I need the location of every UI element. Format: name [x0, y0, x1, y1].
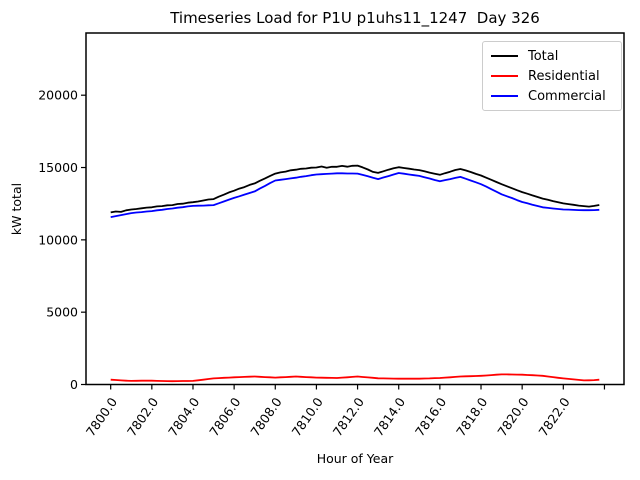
x-tick-label: 7806.0 — [206, 395, 243, 439]
y-tick-label: 0 — [70, 377, 78, 392]
series-line-commercial — [110, 172, 600, 218]
y-tick-label: 20000 — [38, 88, 78, 103]
legend-label: Residential — [528, 68, 600, 84]
x-tick-label: 7810.0 — [289, 395, 326, 439]
x-tick-label: 7818.0 — [453, 395, 490, 439]
x-tick-label: 7816.0 — [412, 395, 449, 439]
legend-item-commercial: Commercial — [491, 89, 613, 104]
x-tick-label: 7812.0 — [330, 395, 367, 439]
y-tick-label: 15000 — [38, 160, 78, 175]
x-tick-label: 7822.0 — [535, 395, 572, 439]
x-tick-label: 7800.0 — [83, 395, 120, 439]
chart-title: Timeseries Load for P1U p1uhs11_1247 Day… — [170, 9, 540, 27]
axes-frame — [85, 32, 625, 386]
series-line-total — [110, 164, 600, 214]
legend-item-total: Total — [491, 49, 613, 64]
x-tick-label: 7814.0 — [371, 395, 408, 439]
y-tick-label: 5000 — [46, 305, 78, 320]
x-tick-label: 7808.0 — [247, 395, 284, 439]
legend-label: Commercial — [528, 88, 606, 104]
legend: Total Residential Commercial — [482, 41, 622, 111]
legend-line-swatch-residential — [491, 75, 518, 77]
legend-item-residential: Residential — [491, 69, 613, 84]
y-tick-label: 10000 — [38, 232, 78, 247]
series-line-residential — [110, 373, 600, 383]
legend-line-swatch-total — [491, 55, 518, 57]
legend-label: Total — [528, 48, 559, 64]
legend-line-swatch-commercial — [491, 95, 518, 97]
x-tick-label: 7820.0 — [494, 395, 531, 439]
x-tick-label: 7804.0 — [165, 395, 202, 439]
x-axis-label: Hour of Year — [316, 451, 394, 466]
x-tick-label: 7802.0 — [124, 395, 161, 439]
